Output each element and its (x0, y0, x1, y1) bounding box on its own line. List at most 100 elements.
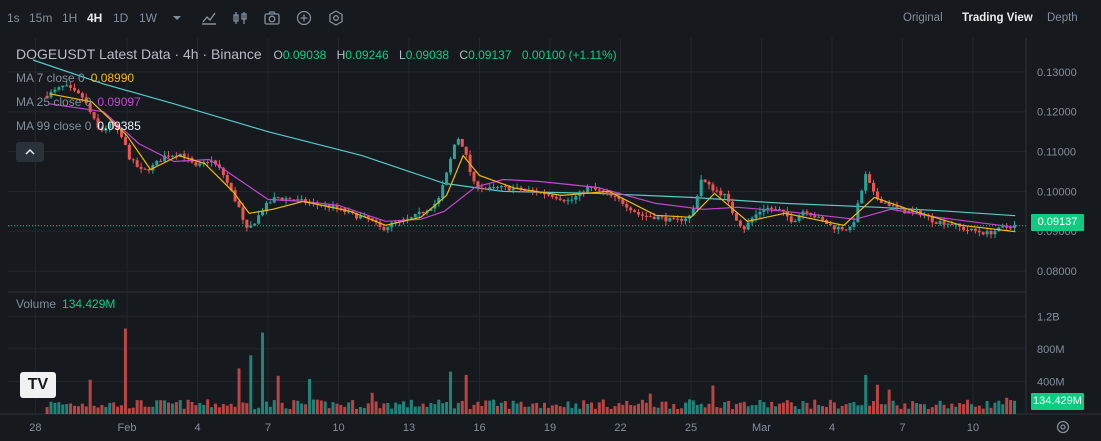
last-volume-tag: 134.429M (1031, 393, 1084, 410)
volume-bar (100, 404, 104, 414)
candle-body (605, 191, 609, 193)
chevron-down-icon[interactable] (168, 9, 186, 27)
volume-bar (288, 409, 292, 414)
candle-body (147, 168, 151, 171)
candle-body (135, 160, 139, 167)
view-trading-view[interactable]: Trading View (962, 12, 1033, 24)
volume-bar (139, 400, 143, 414)
candle-body (676, 218, 680, 220)
candle-body (127, 144, 131, 160)
volume-bar (276, 375, 280, 414)
volume-bar (793, 406, 797, 414)
indicators-icon[interactable] (231, 9, 249, 27)
candle-body (969, 228, 973, 231)
top-toolbar: 1s 15m 1H 4H 1D 1W Original Trading View… (0, 0, 1101, 36)
candle-body (625, 203, 629, 208)
volume-bar (969, 404, 973, 414)
volume-bar (993, 402, 997, 414)
volume-bar (308, 378, 312, 414)
volume-bar (425, 406, 429, 414)
settings-icon[interactable] (1055, 419, 1071, 435)
candle-body (668, 217, 672, 222)
volume-bar (550, 405, 554, 414)
volume-bar (405, 407, 409, 414)
volume-bar (946, 408, 950, 414)
volume-bar (198, 403, 202, 414)
candle-body (366, 215, 370, 219)
candle-body (813, 215, 817, 218)
volume-bar (488, 400, 492, 414)
volume-bar (374, 401, 378, 414)
candle-body (781, 209, 785, 212)
volume-bar (335, 403, 339, 414)
volume-bar (922, 404, 926, 414)
candle-body (53, 89, 57, 92)
candle-body (358, 216, 362, 219)
volume-bar (170, 403, 174, 414)
volume-bar (449, 371, 453, 414)
volume-bar (558, 406, 562, 414)
volume-bar (315, 399, 319, 414)
candle-body (864, 174, 868, 191)
volume-bar (163, 400, 167, 414)
candle-body (778, 209, 782, 211)
volume-bar (413, 406, 417, 414)
candle-body (300, 199, 304, 201)
settings-icon[interactable] (327, 9, 345, 27)
volume-bar (311, 399, 315, 414)
candle-body (241, 207, 245, 220)
candle-body (264, 202, 268, 212)
volume-bar (727, 400, 731, 414)
drawing-icon[interactable] (200, 9, 218, 27)
volume-bar (617, 403, 621, 414)
candle-body (221, 167, 225, 176)
candle-body (214, 160, 218, 165)
candle-body (828, 223, 832, 226)
volume-bar (883, 404, 887, 414)
interval-1w[interactable]: 1W (139, 11, 157, 25)
add-icon[interactable] (295, 9, 313, 27)
volume-bar (562, 407, 566, 414)
volume-bar (229, 403, 233, 414)
candle-body (895, 205, 899, 208)
price-tick-label: 0.12000 (1037, 107, 1077, 119)
candle-body (523, 189, 527, 191)
candle-body (930, 216, 934, 223)
interval-1s[interactable]: 1s (7, 11, 20, 25)
volume-bar (511, 400, 515, 414)
interval-4h[interactable]: 4H (87, 11, 103, 25)
ma25-legend: MA 25 close 0 0.09097 (16, 95, 141, 109)
interval-1d[interactable]: 1D (113, 11, 129, 25)
candle-body (797, 215, 801, 221)
view-original[interactable]: Original (903, 12, 943, 24)
camera-icon[interactable] (263, 9, 281, 27)
volume-bar (566, 401, 570, 414)
volume-bar (167, 402, 171, 414)
candle-body (155, 161, 159, 166)
volume-bar (272, 400, 276, 414)
volume-bar (597, 402, 601, 414)
interval-15m[interactable]: 15m (29, 11, 53, 25)
volume-bar (664, 401, 668, 414)
volume-bar (633, 405, 637, 414)
volume-bar (684, 402, 688, 414)
candle-body (672, 217, 676, 219)
candle-body (762, 209, 766, 212)
volume-bar (1005, 397, 1009, 414)
candle-body (323, 204, 327, 206)
price-chart[interactable]: 0.130000.120000.110000.100000.090000.080… (0, 36, 1101, 441)
candle-body (699, 179, 703, 197)
volume-bar (61, 404, 65, 414)
interval-1h[interactable]: 1H (62, 11, 78, 25)
candle-body (738, 220, 742, 227)
candle-body (405, 218, 409, 220)
volume-bar (891, 400, 895, 414)
view-depth[interactable]: Depth (1047, 12, 1078, 24)
candle-body (472, 171, 476, 182)
candle-body (915, 210, 919, 212)
volume-bar (1009, 399, 1013, 414)
volume-bar (284, 408, 288, 414)
collapse-legend-button[interactable] (16, 142, 44, 162)
candle-body (347, 211, 351, 213)
volume-bar (49, 401, 53, 414)
